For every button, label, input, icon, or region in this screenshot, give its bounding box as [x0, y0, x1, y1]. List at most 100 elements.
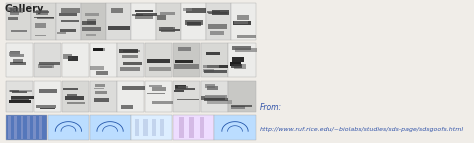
FancyBboxPatch shape: [187, 22, 201, 26]
FancyBboxPatch shape: [36, 105, 56, 108]
FancyBboxPatch shape: [237, 15, 249, 20]
FancyBboxPatch shape: [67, 94, 77, 96]
FancyBboxPatch shape: [131, 115, 172, 140]
FancyBboxPatch shape: [94, 98, 109, 102]
FancyBboxPatch shape: [228, 81, 255, 112]
FancyBboxPatch shape: [205, 95, 228, 98]
FancyBboxPatch shape: [212, 10, 229, 15]
FancyBboxPatch shape: [144, 119, 147, 136]
FancyBboxPatch shape: [160, 12, 174, 15]
FancyBboxPatch shape: [93, 48, 103, 51]
FancyBboxPatch shape: [214, 115, 255, 140]
FancyBboxPatch shape: [39, 62, 60, 65]
FancyBboxPatch shape: [160, 119, 164, 136]
FancyBboxPatch shape: [174, 90, 184, 92]
FancyBboxPatch shape: [145, 43, 172, 77]
FancyBboxPatch shape: [120, 67, 140, 71]
FancyBboxPatch shape: [179, 117, 184, 138]
FancyBboxPatch shape: [207, 65, 228, 68]
FancyBboxPatch shape: [123, 62, 143, 65]
FancyBboxPatch shape: [122, 55, 138, 58]
FancyBboxPatch shape: [209, 12, 229, 14]
FancyBboxPatch shape: [182, 8, 192, 11]
FancyBboxPatch shape: [235, 64, 246, 69]
FancyBboxPatch shape: [91, 66, 104, 70]
FancyBboxPatch shape: [132, 14, 143, 16]
FancyBboxPatch shape: [231, 3, 255, 40]
FancyBboxPatch shape: [90, 115, 130, 140]
FancyBboxPatch shape: [200, 117, 204, 138]
FancyBboxPatch shape: [10, 62, 26, 64]
FancyBboxPatch shape: [230, 106, 245, 109]
FancyBboxPatch shape: [117, 81, 145, 112]
FancyBboxPatch shape: [61, 20, 80, 22]
FancyBboxPatch shape: [157, 15, 166, 20]
FancyBboxPatch shape: [203, 69, 214, 72]
FancyBboxPatch shape: [9, 11, 18, 15]
FancyBboxPatch shape: [149, 85, 162, 87]
FancyBboxPatch shape: [56, 3, 81, 40]
FancyBboxPatch shape: [9, 90, 32, 92]
FancyBboxPatch shape: [135, 10, 153, 12]
FancyBboxPatch shape: [206, 3, 230, 40]
FancyBboxPatch shape: [34, 43, 61, 77]
FancyBboxPatch shape: [9, 8, 24, 13]
FancyBboxPatch shape: [201, 96, 225, 100]
FancyBboxPatch shape: [37, 17, 55, 19]
FancyBboxPatch shape: [231, 105, 252, 108]
FancyBboxPatch shape: [177, 99, 199, 100]
FancyBboxPatch shape: [232, 57, 244, 61]
FancyBboxPatch shape: [65, 96, 84, 100]
FancyBboxPatch shape: [111, 8, 123, 13]
FancyBboxPatch shape: [237, 35, 256, 38]
FancyBboxPatch shape: [235, 48, 257, 52]
FancyBboxPatch shape: [208, 24, 227, 29]
FancyBboxPatch shape: [207, 11, 220, 13]
FancyBboxPatch shape: [147, 59, 170, 63]
FancyBboxPatch shape: [86, 34, 96, 36]
FancyBboxPatch shape: [12, 91, 27, 93]
FancyBboxPatch shape: [9, 116, 11, 139]
FancyBboxPatch shape: [121, 105, 133, 109]
FancyBboxPatch shape: [10, 54, 24, 56]
FancyBboxPatch shape: [145, 81, 172, 112]
FancyBboxPatch shape: [59, 13, 77, 16]
FancyBboxPatch shape: [148, 67, 171, 71]
FancyBboxPatch shape: [7, 7, 16, 11]
FancyBboxPatch shape: [35, 35, 46, 36]
FancyBboxPatch shape: [152, 101, 173, 104]
FancyBboxPatch shape: [62, 81, 89, 112]
FancyBboxPatch shape: [27, 116, 30, 139]
FancyBboxPatch shape: [6, 115, 47, 140]
FancyBboxPatch shape: [201, 81, 228, 112]
FancyBboxPatch shape: [174, 64, 199, 69]
FancyBboxPatch shape: [82, 21, 96, 25]
FancyBboxPatch shape: [122, 86, 145, 90]
FancyBboxPatch shape: [63, 54, 72, 59]
FancyBboxPatch shape: [64, 88, 78, 91]
FancyBboxPatch shape: [231, 64, 242, 68]
FancyBboxPatch shape: [135, 15, 154, 19]
FancyBboxPatch shape: [173, 115, 214, 140]
FancyBboxPatch shape: [14, 116, 18, 139]
FancyBboxPatch shape: [233, 21, 251, 25]
FancyBboxPatch shape: [178, 86, 188, 88]
FancyBboxPatch shape: [36, 10, 48, 15]
FancyBboxPatch shape: [85, 13, 100, 16]
FancyBboxPatch shape: [118, 49, 138, 53]
FancyBboxPatch shape: [38, 63, 54, 68]
FancyBboxPatch shape: [40, 108, 55, 109]
FancyBboxPatch shape: [156, 3, 181, 40]
FancyBboxPatch shape: [175, 85, 186, 89]
FancyBboxPatch shape: [81, 3, 106, 40]
FancyBboxPatch shape: [173, 81, 200, 112]
FancyBboxPatch shape: [203, 65, 219, 68]
FancyBboxPatch shape: [181, 3, 206, 40]
Text: http://www.ruf.rice.edu/~biolabs/studies/sds-page/sdsgoofs.html: http://www.ruf.rice.edu/~biolabs/studies…: [260, 127, 464, 132]
FancyBboxPatch shape: [10, 51, 20, 54]
FancyBboxPatch shape: [67, 102, 85, 104]
FancyBboxPatch shape: [39, 89, 57, 93]
FancyBboxPatch shape: [208, 12, 227, 14]
FancyBboxPatch shape: [11, 97, 29, 101]
FancyBboxPatch shape: [117, 43, 145, 77]
